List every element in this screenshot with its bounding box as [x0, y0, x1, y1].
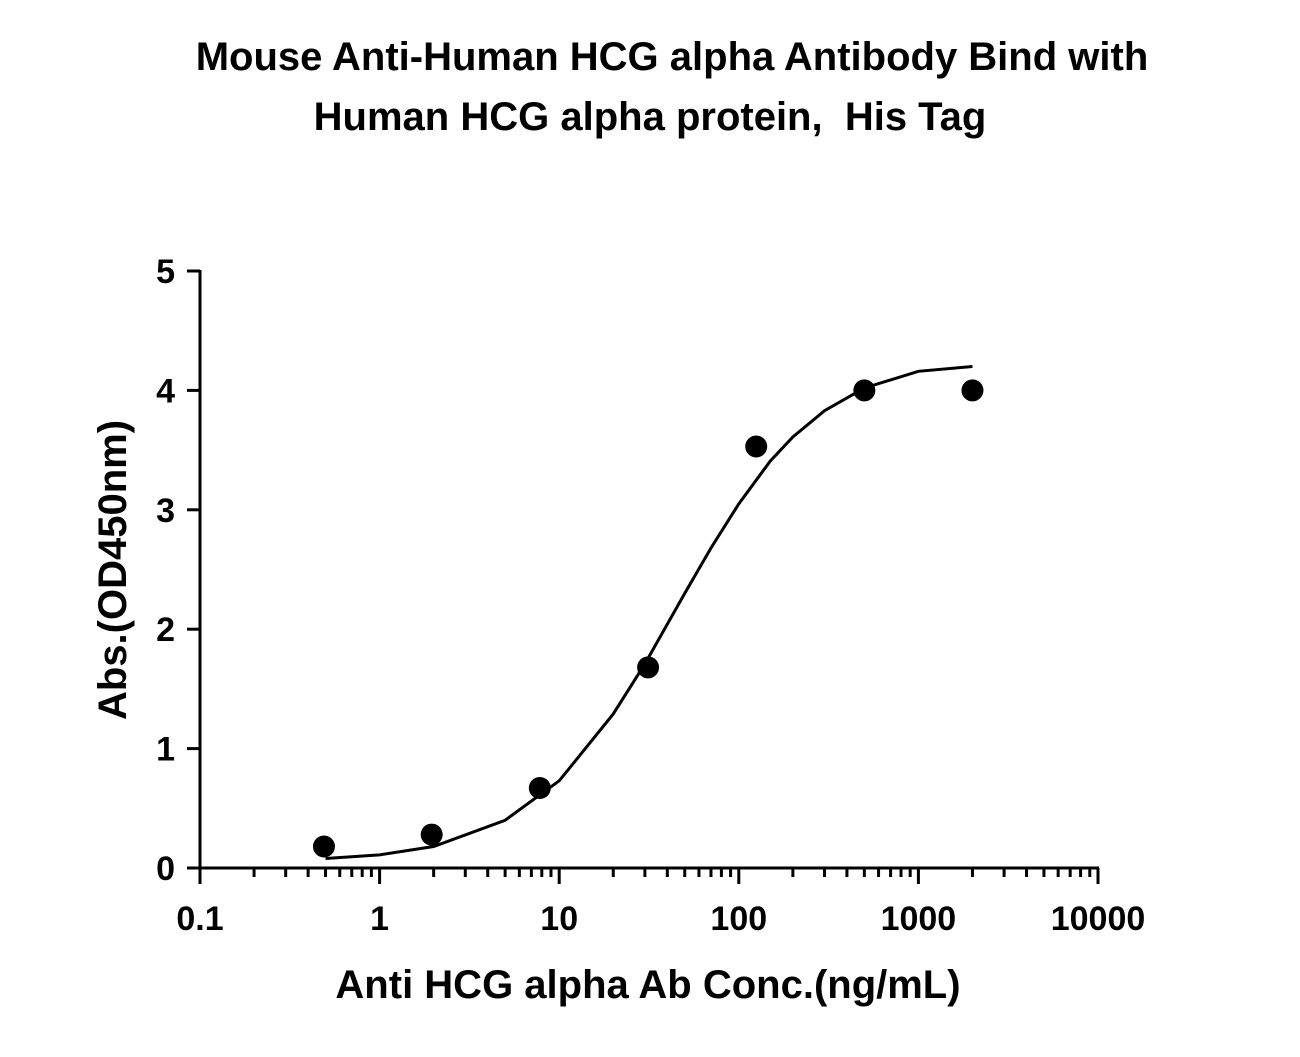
data-point — [961, 379, 984, 402]
data-point — [637, 656, 660, 679]
y-tick-label: 3 — [156, 492, 175, 530]
chart-title: Human HCG alpha protein, His Tag — [314, 95, 987, 139]
x-axis-label: Anti HCG alpha Ab Conc.(ng/mL) — [335, 963, 960, 1007]
y-tick-label: 4 — [156, 372, 175, 410]
x-tick-label: 10 — [540, 900, 578, 938]
x-tick-label: 1000 — [881, 900, 957, 938]
x-tick-label: 100 — [710, 900, 767, 938]
data-point — [420, 823, 443, 846]
y-axis-label: Abs.(OD450nm) — [91, 420, 135, 720]
x-tick-label: 10000 — [1051, 900, 1146, 938]
data-point — [312, 835, 335, 858]
data-point — [745, 435, 768, 458]
y-tick-label: 0 — [156, 850, 175, 888]
chart-title: Mouse Anti-Human HCG alpha Antibody Bind… — [196, 35, 1149, 79]
y-tick-label: 1 — [156, 731, 175, 769]
fit-curve — [325, 365, 973, 860]
y-tick-label: 2 — [156, 611, 175, 649]
data-point — [528, 777, 551, 800]
x-tick-label: 0.1 — [176, 900, 223, 938]
data-point — [853, 379, 876, 402]
x-tick-label: 1 — [370, 900, 389, 938]
y-tick-label: 5 — [156, 253, 175, 291]
